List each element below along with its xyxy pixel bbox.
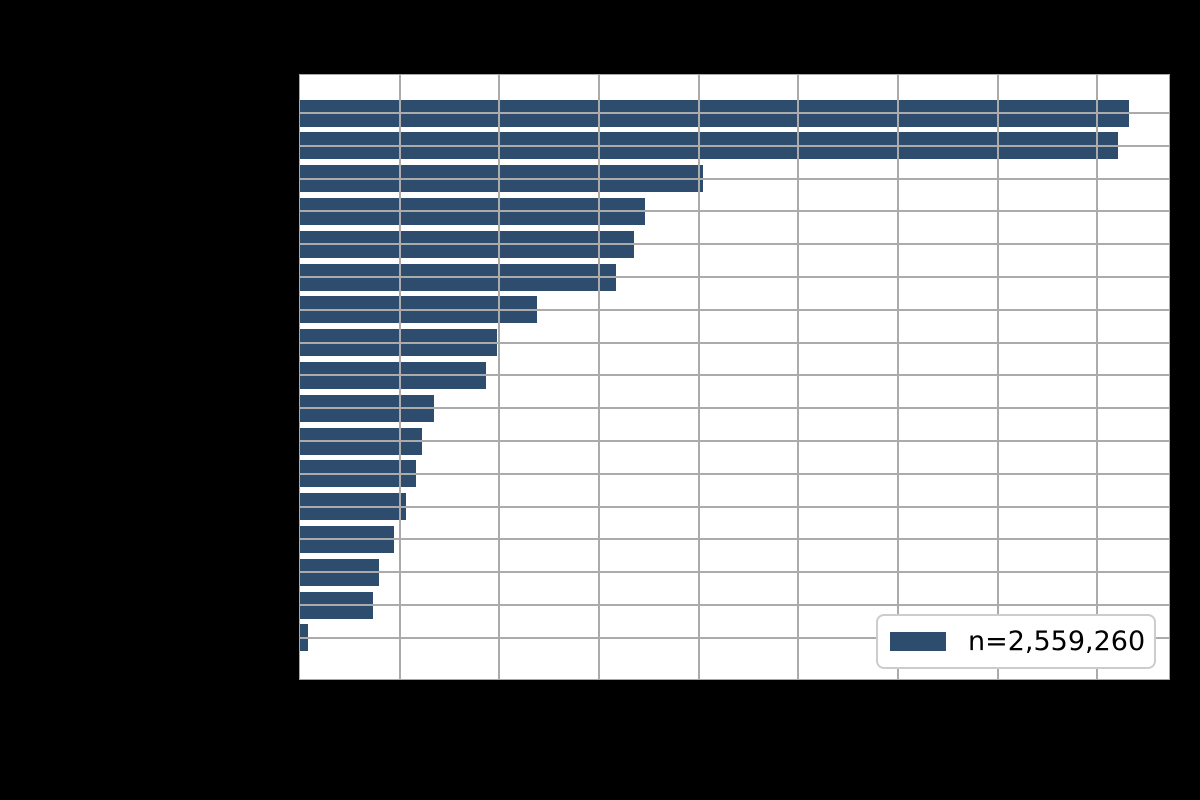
gridline-horizontal (300, 407, 1169, 410)
gridline-horizontal (300, 308, 1169, 311)
gridline-vertical (697, 75, 700, 679)
legend-label: n=2,559,260 (968, 626, 1146, 657)
gridline-horizontal (300, 440, 1169, 442)
gridline-horizontal (300, 112, 1169, 114)
gridline-vertical (398, 75, 401, 679)
gridline-horizontal (300, 571, 1169, 574)
gridline-vertical (896, 75, 899, 679)
gridline-horizontal (300, 604, 1169, 606)
gridline-horizontal (300, 177, 1169, 180)
gridline-horizontal (300, 210, 1169, 213)
gridline-horizontal (300, 243, 1169, 246)
gridline-horizontal (300, 144, 1169, 147)
gridline-vertical (996, 75, 999, 679)
gridline-horizontal (300, 538, 1169, 541)
gridline-vertical (498, 75, 501, 679)
gridline-horizontal (300, 341, 1169, 344)
legend: n=2,559,260 (876, 614, 1156, 669)
gridline-vertical (797, 75, 800, 679)
gridline-vertical (1096, 75, 1099, 679)
gridline-vertical (597, 75, 600, 679)
legend-swatch (890, 632, 946, 651)
plot-area: n=2,559,260 (299, 74, 1170, 680)
gridline-horizontal (300, 472, 1169, 475)
gridline-horizontal (300, 636, 1169, 639)
gridline-horizontal (300, 374, 1169, 377)
gridline-horizontal (300, 505, 1169, 508)
gridline-horizontal (300, 276, 1169, 278)
